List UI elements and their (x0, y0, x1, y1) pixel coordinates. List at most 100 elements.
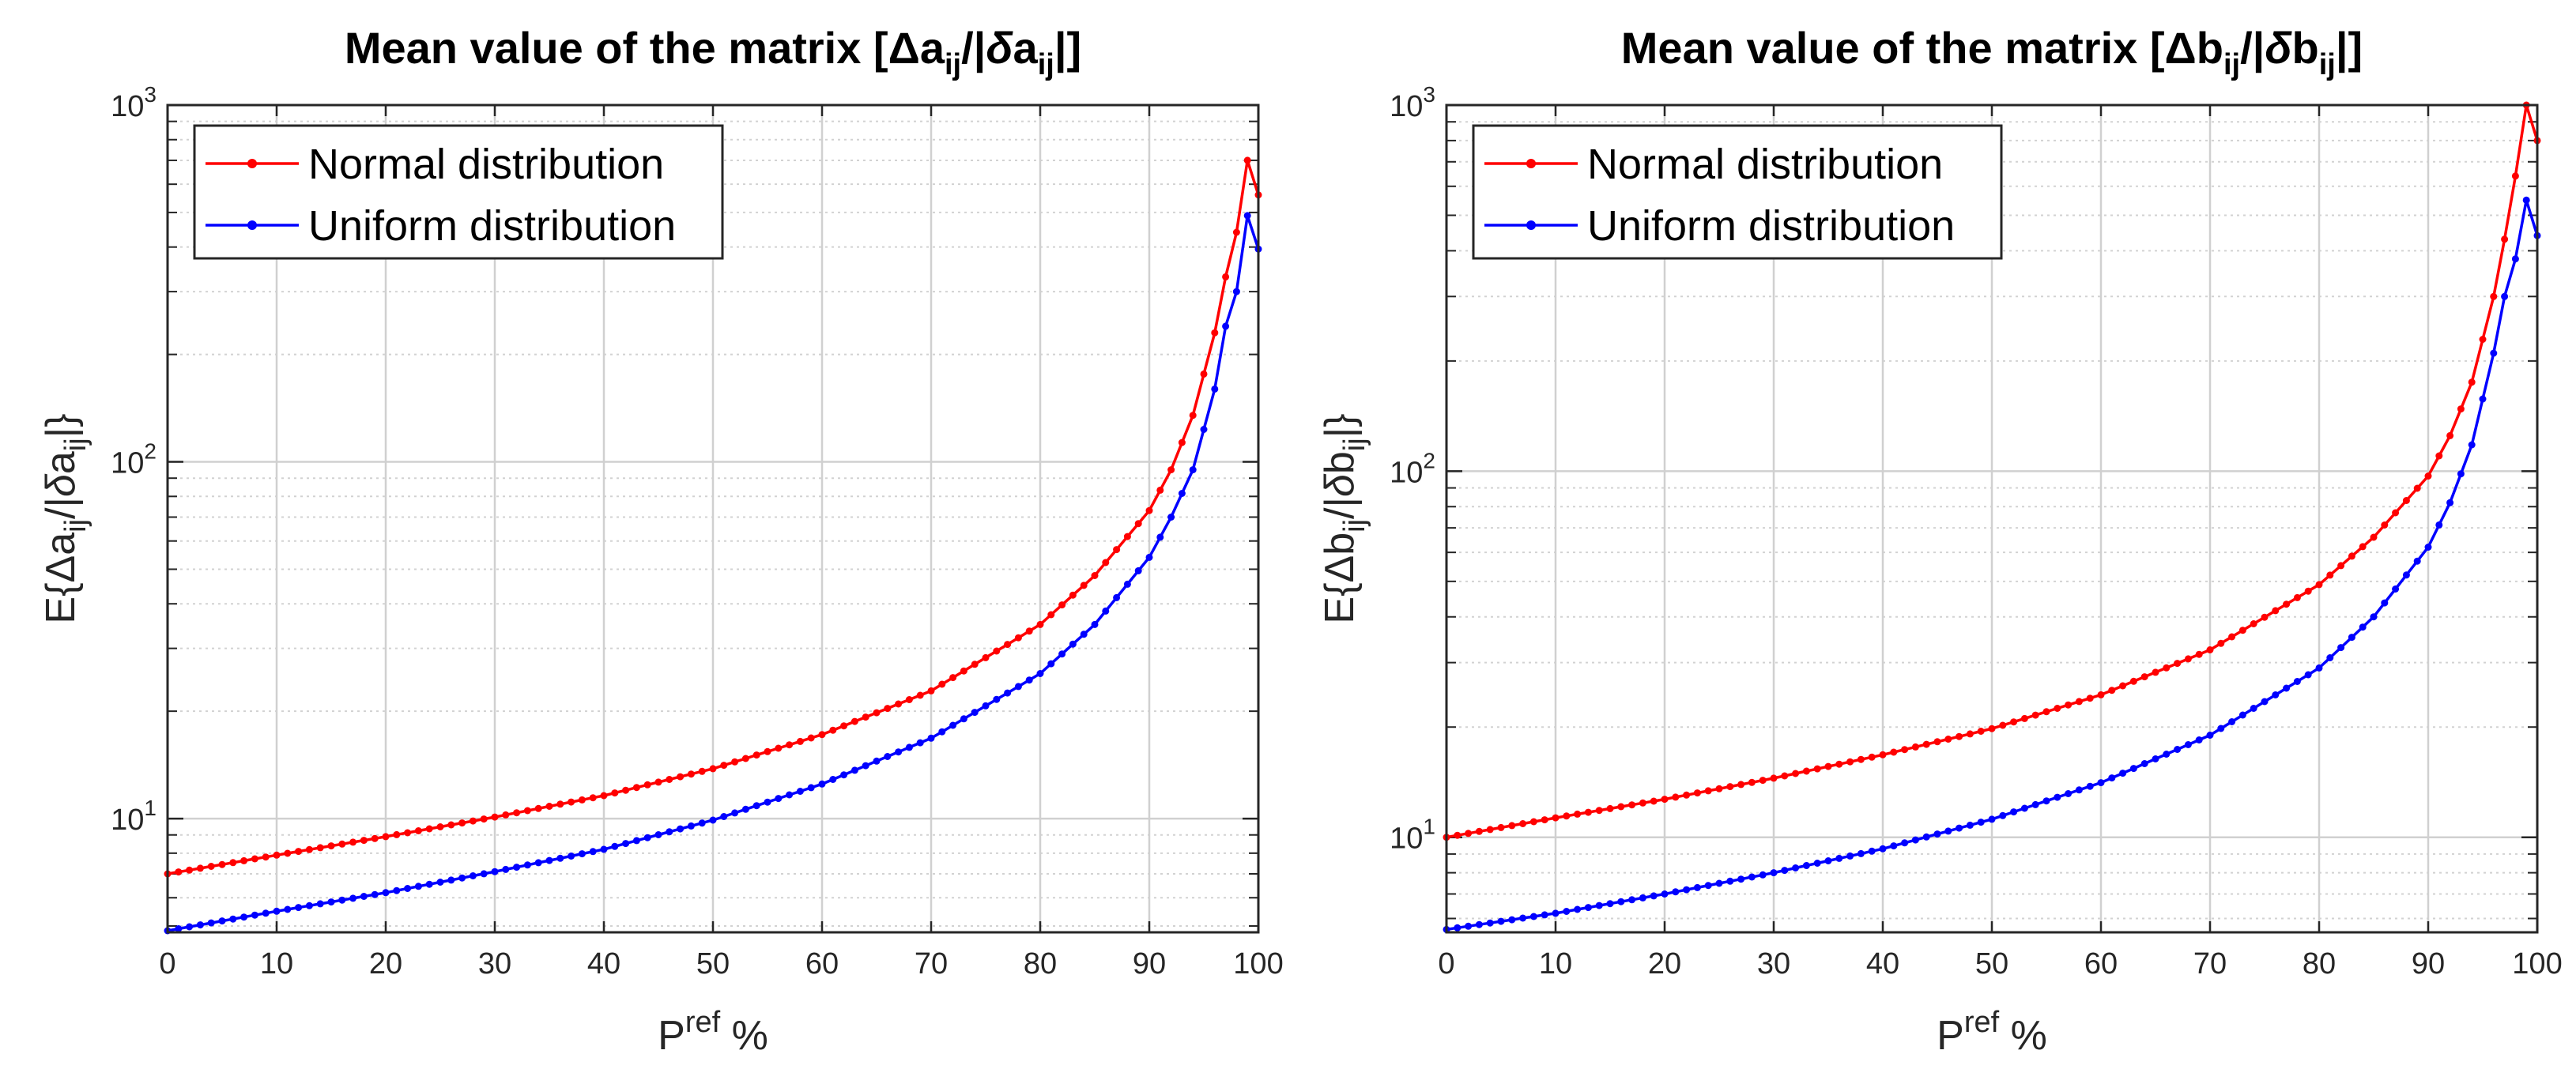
data-point (1529, 818, 1537, 826)
y-label-var2: a (38, 451, 84, 474)
data-point (677, 773, 685, 781)
data-point (2304, 587, 2312, 595)
data-point (1857, 849, 1865, 857)
data-point (1243, 156, 1251, 164)
legend-swatch-marker (1526, 220, 1536, 230)
data-point (1901, 839, 1909, 847)
title-mid: /| (2240, 23, 2265, 73)
data-point (1737, 875, 1745, 883)
data-point (2479, 336, 2487, 343)
data-point (982, 702, 990, 710)
data-point (556, 800, 564, 808)
data-point (1737, 781, 1745, 789)
data-point (1693, 789, 1701, 797)
data-point (2479, 395, 2487, 403)
data-point (284, 849, 292, 857)
title-delta: Δ (2165, 23, 2197, 73)
data-point (1004, 641, 1012, 649)
data-point (393, 886, 401, 894)
data-point (2228, 718, 2236, 725)
legend-box (1472, 124, 2003, 260)
data-point (1036, 620, 1044, 628)
data-point (1672, 793, 1680, 801)
data-point (1606, 900, 1614, 908)
data-point (349, 894, 357, 902)
x-tick-label: 10 (1539, 947, 1572, 981)
data-point (534, 859, 542, 867)
data-point (1069, 591, 1077, 599)
data-point (1134, 520, 1142, 528)
data-point (1541, 816, 1548, 824)
data-point (1813, 860, 1821, 867)
data-point (196, 921, 204, 929)
data-point (916, 739, 924, 747)
data-point (349, 838, 357, 846)
data-point (480, 815, 488, 823)
data-point (251, 855, 258, 863)
y-axis-label: E{Δaij/|δaij|} (38, 413, 92, 623)
data-point (2250, 705, 2257, 712)
data-point (731, 758, 739, 766)
data-point (1792, 770, 1800, 777)
data-point (862, 762, 869, 770)
data-point (447, 876, 455, 884)
data-point (666, 828, 673, 836)
data-point (698, 767, 706, 775)
data-point (589, 794, 597, 802)
data-point (1080, 582, 1088, 589)
data-point (654, 831, 662, 838)
data-point (1944, 827, 1952, 835)
data-point (2140, 673, 2148, 681)
y-tick-label: 101 (111, 796, 157, 837)
data-point (1541, 911, 1548, 919)
data-point (2097, 779, 2105, 787)
data-point (611, 842, 619, 850)
y-label-sub2: ij (59, 438, 92, 451)
data-point (327, 898, 335, 906)
data-point (905, 696, 913, 703)
data-point (1802, 862, 1810, 869)
data-point (2337, 644, 2345, 652)
data-point (1944, 736, 1952, 743)
data-point (1563, 812, 1571, 820)
data-point (643, 781, 651, 789)
data-point (262, 909, 270, 917)
data-point (556, 854, 564, 862)
data-point (447, 821, 455, 829)
data-point (371, 834, 379, 842)
data-point (741, 805, 749, 813)
data-point (1091, 572, 1099, 579)
data-point (1868, 847, 1876, 855)
data-point (1846, 758, 1854, 766)
data-point (1813, 765, 1821, 773)
data-point (2392, 509, 2400, 517)
data-point (284, 905, 292, 913)
title-sub2: ij (1038, 48, 1054, 81)
data-point (523, 807, 531, 815)
data-point (775, 795, 783, 803)
data-point (436, 823, 444, 830)
x-tick-label: 40 (587, 947, 620, 981)
data-point (502, 865, 510, 873)
data-point (1222, 273, 1230, 280)
data-point (1025, 676, 1033, 684)
data-point (2370, 613, 2378, 621)
data-point (1584, 808, 1592, 816)
title-mid: /| (961, 23, 986, 73)
data-point (993, 647, 1001, 655)
data-point (273, 851, 281, 859)
data-point (1933, 738, 1941, 746)
data-point (1628, 801, 1636, 809)
data-point (2424, 472, 2432, 480)
data-point (1486, 826, 1494, 834)
data-point (2238, 627, 2246, 634)
data-point (1748, 778, 1756, 786)
data-point (982, 653, 990, 661)
data-point (568, 853, 575, 860)
data-point (2413, 484, 2421, 492)
data-point (2326, 654, 2334, 661)
data-point (1113, 593, 1121, 601)
y-tick-base: 10 (111, 447, 144, 480)
